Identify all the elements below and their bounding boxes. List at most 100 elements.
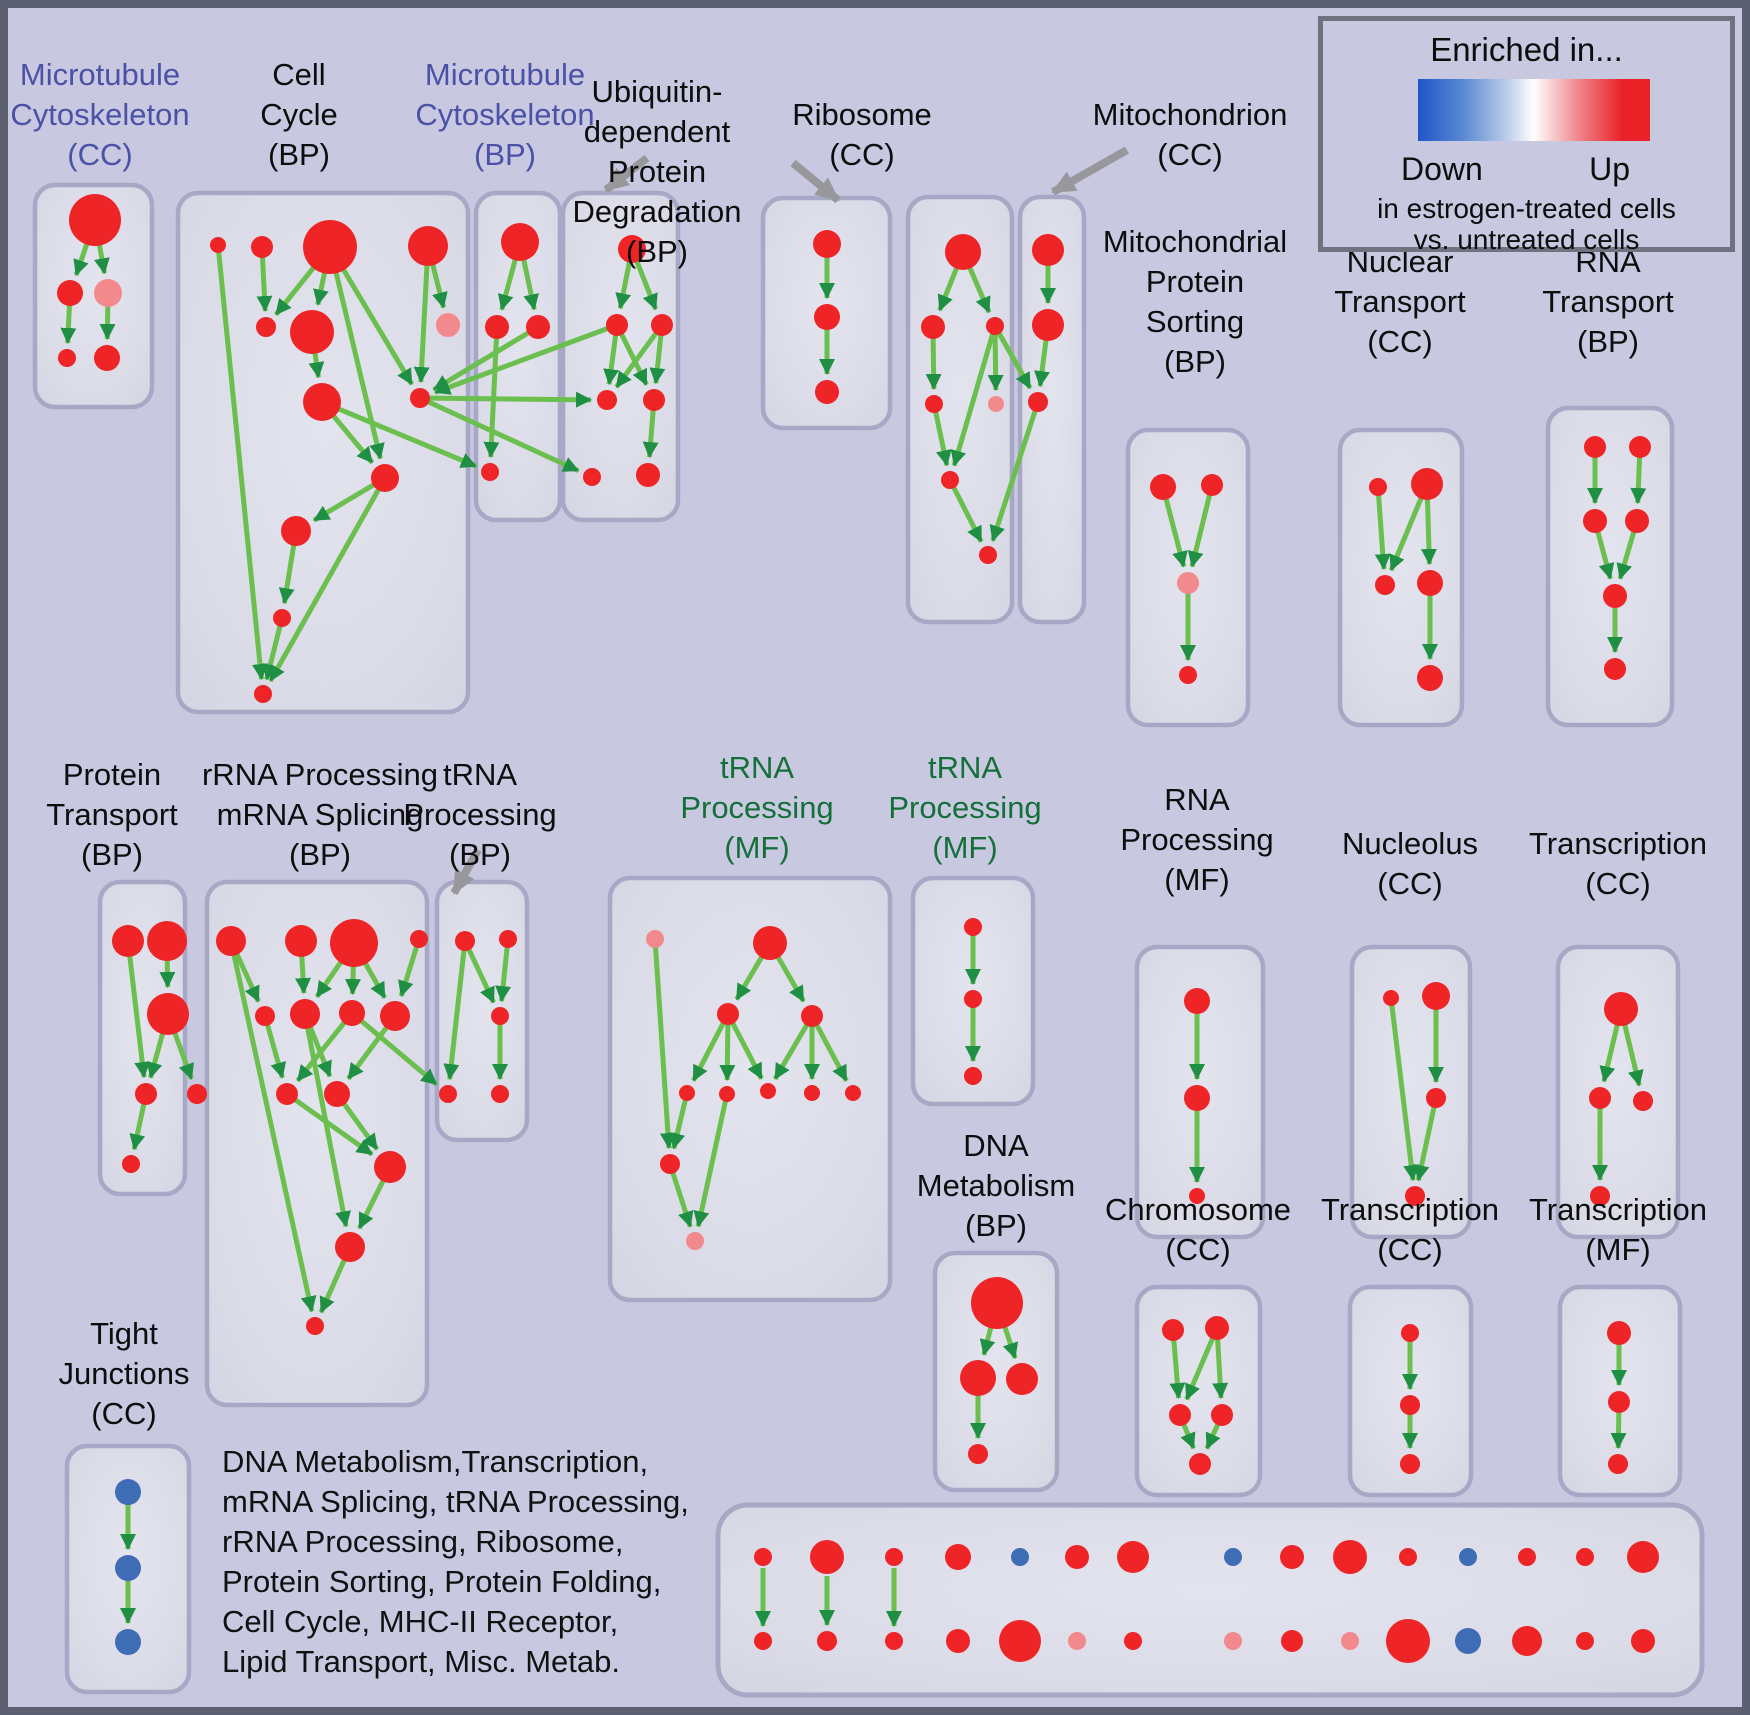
mito-sorting-node-0 [1150,474,1176,500]
tight-junctions-node-2 [115,1629,141,1655]
legend-up-label: Up [1589,151,1630,187]
trna-mf-large-edge-5 [772,1014,815,1081]
cell-cycle-node-8 [410,388,430,408]
cluster-box-mt-bp [473,190,563,523]
band-top-node-10 [1399,1548,1417,1566]
cluster-box-dna-metabolism [932,1250,1060,1493]
cross-edge-rrna-to-trna-bp-7 [350,1011,439,1087]
band-top-node-1 [810,1540,844,1574]
cell-cycle-node-10 [281,516,311,546]
rrna-edge-11 [285,1091,374,1157]
cell-cycle-edge-13 [268,476,388,683]
band-top-node-0 [754,1548,772,1566]
rna-processing-node-0 [1184,988,1210,1014]
cell-cycle-node-12 [254,685,272,703]
cluster-box-bottom-band [715,1502,1705,1698]
rrna-edge-9 [295,1011,354,1083]
transcription-cc-mid-node-2 [1633,1091,1653,1111]
band-bottom-node-10 [1386,1619,1430,1663]
ribosome-edge-6 [947,478,984,543]
chromosome-node-3 [1211,1404,1233,1426]
trna-mf-small-node-1 [964,990,982,1008]
transcription-mf-node-1 [1608,1391,1630,1413]
mitochondrion-node-0 [1032,234,1064,266]
ribosome-node-5 [941,471,959,489]
dna-metabolism-node-1 [960,1360,996,1396]
transcription-cc-mid-node-1 [1589,1087,1611,1109]
rna-transport-node-3 [1625,509,1649,533]
ribosome-node-2 [986,317,1004,335]
mito-sorting-node-2 [1177,572,1199,594]
rna-processing-node-1 [1184,1085,1210,1111]
legend-box: Enriched in... Down Up in estrogen-treat… [1318,16,1735,255]
transcription-cc-bottom-node-0 [1401,1324,1419,1342]
rrna-node-1 [285,925,317,957]
trna-mf-large-node-10 [686,1232,704,1250]
band-bottom-node-5 [1068,1632,1086,1650]
band-top-node-11 [1459,1548,1477,1566]
rna-transport-node-2 [1583,509,1607,533]
protein-transport-node-5 [187,1084,207,1104]
cross-edge-mt-bp-to-cell-cycle-0 [432,324,540,392]
rrna-node-7 [380,1001,410,1031]
cluster-box-transcription-cc-bottom [1347,1284,1474,1498]
ubiq-1-node-1 [606,314,628,336]
band-top-node-12 [1518,1548,1536,1566]
band-top-node-8 [1280,1545,1304,1569]
trna-mf-large-node-4 [679,1085,695,1101]
tight-junctions-node-1 [115,1555,141,1581]
dna-metabolism-node-0 [971,1277,1023,1329]
chromosome-edge-1 [1184,1327,1220,1401]
rna-transport-node-5 [1604,658,1626,680]
ribosome-edge-5 [931,403,952,467]
ubiq-1-node-5 [636,463,660,487]
legend-caption-line1: in estrogen-treated cells [1377,193,1676,224]
rna-transport-node-0 [1584,436,1606,458]
protein-transport-node-2 [147,993,189,1035]
cross-edge-cell-cycle-to-ubiq-1-4 [418,395,580,474]
trna-mf-large-node-5 [719,1086,735,1102]
trna-bp-edge-0 [462,939,496,1004]
band-top-node-5 [1065,1545,1089,1569]
rrna-node-8 [276,1083,298,1105]
nucleolus-edge-2 [1413,1097,1439,1182]
rna-transport-node-4 [1603,584,1627,608]
rrna-node-4 [255,1006,275,1026]
band-bottom-node-12 [1512,1626,1542,1656]
trna-bp-edge-2 [443,940,468,1081]
dna-metabolism-node-3 [968,1444,988,1464]
nuclear-transport-edge-0 [1374,486,1391,571]
cross-edge-mitochondrion-to-ribosome-6 [989,401,1041,542]
cluster-box-nuclear-transport [1337,427,1465,728]
trna-bp-edge-1 [495,938,512,1003]
microtubule-cc-node-0 [69,194,121,246]
trna-mf-large-node-8 [845,1085,861,1101]
transcription-mf-node-0 [1607,1321,1631,1345]
rrna-node-12 [306,1317,324,1335]
rrna-edge-1 [228,940,317,1313]
trna-mf-large-edge-2 [691,1012,731,1082]
ubiq-1-node-2 [651,314,673,336]
ubiq-1-node-3 [597,390,617,410]
trna-mf-large-edge-7 [809,1014,849,1082]
ribosome-node-1 [921,315,945,339]
rrna-node-2 [330,919,378,967]
cell-cycle-node-4 [256,317,276,337]
band-bottom-node-9 [1341,1632,1359,1650]
band-bottom-node-0 [754,1632,772,1650]
chromosome-node-4 [1189,1453,1211,1475]
trna-mf-large-node-3 [801,1005,823,1027]
trna-mf-large-edge-11 [693,1093,730,1228]
band-top-node-13 [1576,1548,1594,1566]
ubiq-1-node-6 [583,468,601,486]
nuclear-transport-node-1 [1411,468,1443,500]
band-top-node-6 [1117,1541,1149,1573]
band-bottom-node-4 [999,1620,1041,1662]
trna-mf-small-node-2 [964,1067,982,1085]
trna-mf-large-node-6 [760,1083,776,1099]
cross-edge-cell-cycle-to-mt-bp-2 [321,399,478,469]
cell-cycle-node-5 [290,310,334,354]
legend-title: Enriched in... [1430,31,1623,68]
cluster-box-mitochondrion [1017,194,1087,625]
